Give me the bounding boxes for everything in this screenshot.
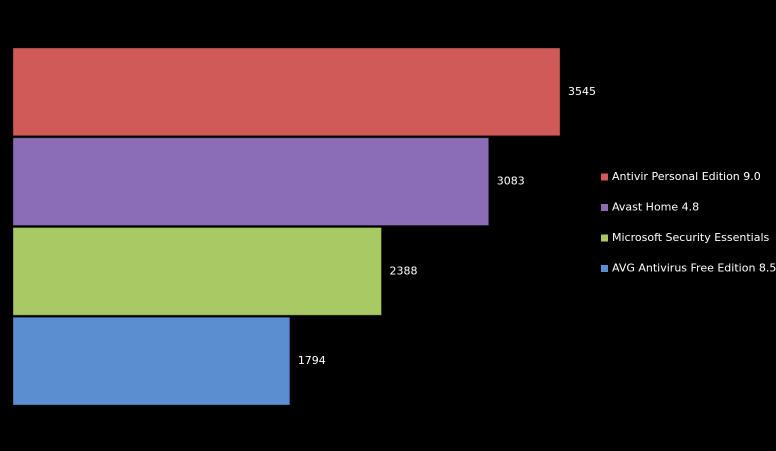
value-label: 3083 [497, 175, 525, 188]
bar [12, 227, 382, 316]
bar [12, 137, 490, 226]
value-label: 2388 [389, 264, 417, 277]
legend-swatch [601, 204, 608, 211]
legend-swatch [601, 265, 608, 272]
value-label: 3545 [568, 85, 596, 98]
legend-label: Microsoft Security Essentials [612, 231, 770, 244]
legend-label: Avast Home 4.8 [612, 201, 699, 214]
legend-label: AVG Antivirus Free Edition 8.5 [612, 262, 776, 275]
legend-label: Antivir Personal Edition 9.0 [612, 170, 761, 183]
legend-swatch [601, 234, 608, 242]
value-label: 1794 [298, 354, 326, 367]
bar [12, 316, 291, 406]
bar [12, 47, 561, 137]
legend-swatch [601, 173, 608, 181]
